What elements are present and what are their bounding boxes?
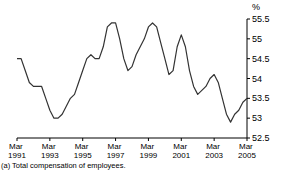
x-tick <box>214 138 215 141</box>
y-axis-label: % <box>252 2 260 12</box>
footnote: (a) Total compensation of employees. <box>1 161 126 170</box>
x-tick-label: Mar 1997 <box>107 142 125 160</box>
x-tick <box>247 138 248 141</box>
y-tick-label: 54 <box>252 74 262 84</box>
y-tick <box>247 98 250 99</box>
y-tick <box>247 118 250 119</box>
chart: 52.55353.55454.55555.5%Mar 1991Mar 1993M… <box>0 0 283 170</box>
x-tick-label: Mar 2001 <box>172 142 190 160</box>
x-axis <box>17 138 247 139</box>
y-tick <box>247 78 250 79</box>
series-line <box>17 23 247 122</box>
x-tick-label: Mar 2005 <box>238 142 256 160</box>
y-tick <box>247 19 250 20</box>
plot-area <box>17 23 247 122</box>
x-tick-label: Mar 1999 <box>140 142 158 160</box>
x-tick-label: Mar 2003 <box>205 142 223 160</box>
y-tick-label: 55 <box>252 34 262 44</box>
y-tick-label: 55.5 <box>252 14 270 24</box>
x-tick <box>148 138 149 141</box>
y-tick <box>247 38 250 39</box>
x-tick <box>17 138 18 141</box>
y-tick-label: 53 <box>252 113 262 123</box>
y-tick <box>247 58 250 59</box>
y-tick-label: 54.5 <box>252 54 270 64</box>
x-tick-label: Mar 1991 <box>8 142 26 160</box>
x-tick <box>49 138 50 141</box>
x-tick <box>181 138 182 141</box>
y-tick-label: 53.5 <box>252 93 270 103</box>
x-tick-label: Mar 1993 <box>41 142 59 160</box>
x-tick <box>82 138 83 141</box>
x-tick <box>115 138 116 141</box>
x-tick-label: Mar 1995 <box>74 142 92 160</box>
